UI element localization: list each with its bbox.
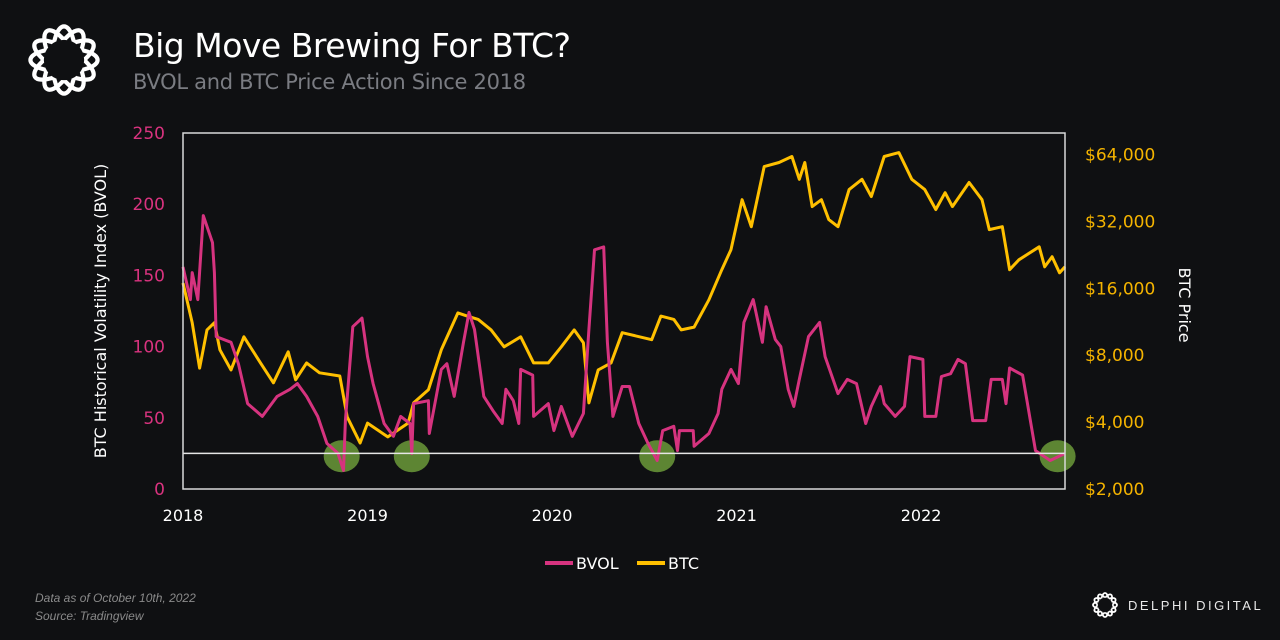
left-axis-label: BTC Historical Volatility Index (BVOL) <box>91 164 110 459</box>
right-tick-label: $16,000 <box>1085 279 1155 299</box>
x-tick-label: 2019 <box>347 506 388 525</box>
plot-frame <box>182 132 1066 490</box>
brand-name: DELPHI DIGITAL <box>1128 597 1264 613</box>
series-group <box>181 151 1067 472</box>
legend-label-bvol: BVOL <box>576 554 619 573</box>
brand-mark: DELPHI DIGITAL <box>1090 590 1263 620</box>
right-axis-label: BTC Price <box>1175 267 1194 342</box>
footer-notes: Data as of October 10th, 2022 Source: Tr… <box>35 589 196 625</box>
chart-subtitle: BVOL and BTC Price Action Since 2018 <box>133 70 526 94</box>
left-tick-label: 0 <box>154 480 165 500</box>
series-line-btc <box>181 151 1067 445</box>
legend-label-btc: BTC <box>668 554 699 573</box>
source-note: Source: Tradingview <box>35 609 144 623</box>
right-tick-label: $2,000 <box>1085 480 1144 500</box>
x-axis-ticks: 2018 2019 2020 2021 2022 <box>163 506 942 525</box>
left-tick-label: 150 <box>133 266 165 286</box>
right-tick-label: $32,000 <box>1085 212 1155 232</box>
delphi-small-logo-icon <box>1092 592 1118 618</box>
series-line-bvol <box>181 214 1066 472</box>
right-axis-ticks: $2,000 $4,000 $8,000 $16,000 $32,000 $64,000 <box>1085 146 1155 500</box>
x-tick-label: 2022 <box>901 506 942 525</box>
data-date-note: Data as of October 10th, 2022 <box>35 591 196 605</box>
left-tick-label: 100 <box>133 338 165 358</box>
delphi-logo <box>28 24 100 96</box>
right-tick-label: $4,000 <box>1085 413 1144 433</box>
left-axis-ticks: 0 50 100 150 200 250 <box>133 124 165 500</box>
left-tick-label: 50 <box>143 409 165 429</box>
chart-title: Big Move Brewing For BTC? <box>133 26 571 65</box>
x-tick-label: 2021 <box>716 506 757 525</box>
highlight-circle <box>393 440 430 473</box>
legend: BVOL BTC <box>545 554 699 573</box>
left-tick-label: 200 <box>133 195 165 215</box>
right-tick-label: $64,000 <box>1085 146 1155 166</box>
x-tick-label: 2018 <box>163 506 204 525</box>
right-tick-label: $8,000 <box>1085 346 1144 366</box>
x-tick-label: 2020 <box>532 506 573 525</box>
highlight-group <box>323 440 1076 473</box>
left-tick-label: 250 <box>133 124 165 144</box>
